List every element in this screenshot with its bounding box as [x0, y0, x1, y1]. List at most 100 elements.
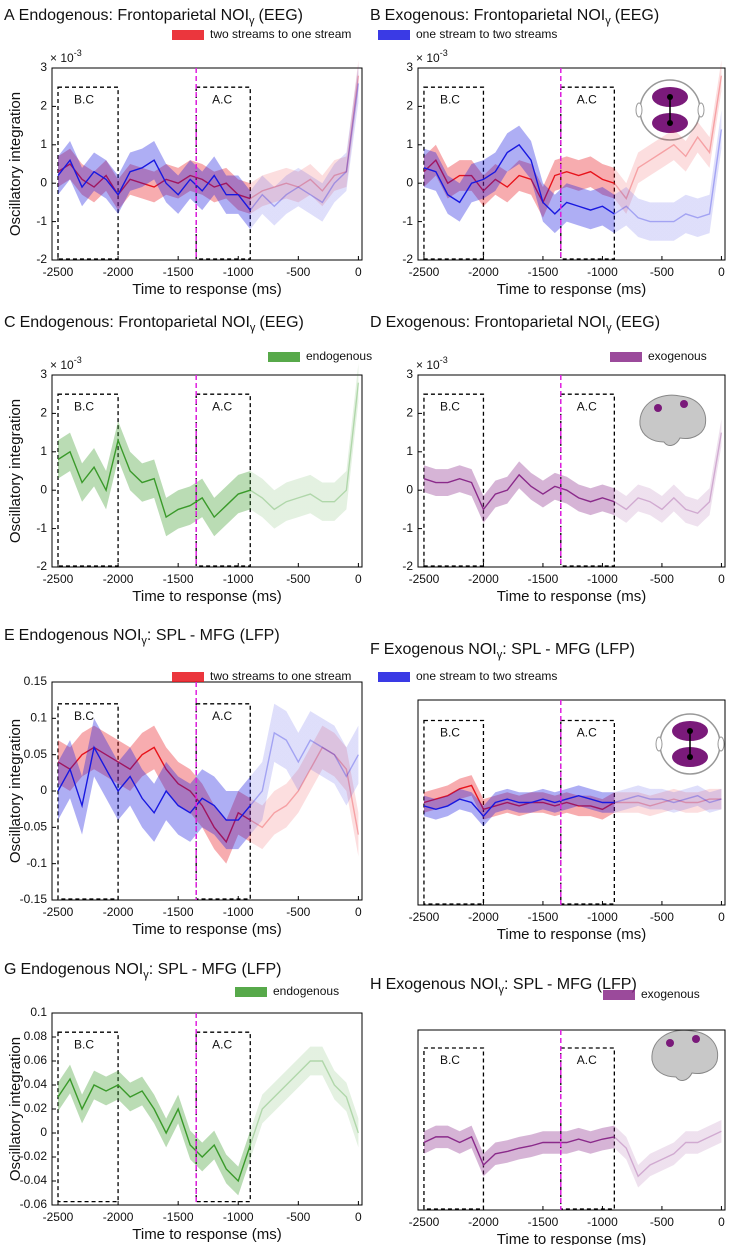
x-tick-label: -500	[650, 265, 674, 279]
y-axis-label: Oscillatory integration	[7, 399, 24, 543]
x-tick-label: -2500	[43, 905, 74, 919]
x-tick-label: -2000	[103, 572, 134, 586]
y-tick-label: -0.05	[20, 820, 48, 834]
error-band	[423, 110, 722, 241]
panel-title: A Endogenous: Frontoparietal NOIγ (EEG)	[4, 7, 303, 27]
y-tick-label: 2	[40, 99, 47, 113]
x-tick-label: -1500	[528, 910, 559, 924]
x-axis-label: Time to response (ms)	[132, 1226, 281, 1243]
y-scale-exponent: -3	[74, 48, 82, 58]
x-axis-label: Time to response (ms)	[497, 1231, 646, 1245]
x-tick-label: -1500	[528, 572, 559, 586]
title-text: Endogenous NOI	[19, 627, 142, 644]
y-tick-label: 2	[406, 99, 413, 113]
x-tick-label: -2000	[468, 572, 499, 586]
y-scale-base: × 10	[416, 51, 440, 65]
legend-swatch	[235, 987, 267, 997]
title-subscript: γ	[249, 15, 255, 27]
y-tick-label: -0.04	[20, 1173, 48, 1187]
y-tick-label: -2	[402, 252, 413, 266]
y-tick-label: 0.1	[30, 1005, 47, 1019]
y-tick-label: 0.15	[24, 674, 48, 688]
title-suffix: (EEG)	[259, 7, 303, 24]
error-band	[58, 64, 359, 230]
series-line	[57, 83, 360, 212]
y-tick-label: 0.04	[24, 1077, 48, 1091]
x-tick-label: -500	[650, 910, 674, 924]
brain-icon	[651, 1029, 719, 1081]
title-subscript: γ	[497, 649, 503, 661]
y-tick-label: 0.1	[30, 711, 47, 725]
legend-label: endogenous	[273, 984, 339, 998]
series-line	[57, 382, 360, 519]
title-text: Exogenous: Frontoparietal NOI	[386, 314, 607, 331]
x-tick-label: -2500	[43, 265, 74, 279]
y-tick-label: 0	[406, 175, 413, 189]
title-suffix: : SPL - MFG (LFP)	[504, 976, 637, 993]
y-tick-label: 0.08	[24, 1029, 48, 1043]
x-tick-label: -1500	[163, 905, 194, 919]
legend-swatch	[603, 990, 635, 1000]
y-tick-label: -0.15	[20, 892, 48, 906]
legend-label: exogenous	[641, 987, 700, 1001]
x-tick-label: -2500	[409, 910, 440, 924]
title-suffix: (EEG)	[259, 314, 303, 331]
plot-frame	[417, 699, 726, 906]
y-tick-label: -0.06	[20, 1197, 48, 1211]
window-box	[423, 86, 485, 260]
x-tick-label: -1000	[587, 1215, 618, 1229]
title-suffix: : SPL - MFG (LFP)	[147, 627, 280, 644]
y-scale-exponent: -3	[74, 355, 82, 365]
y-tick-label: 1	[40, 137, 47, 151]
error-band	[58, 703, 359, 850]
y-tick-label: 3	[406, 367, 413, 381]
y-tick-label: -1	[402, 214, 413, 228]
plot-frame	[51, 67, 363, 261]
x-tick-label: -2500	[409, 1215, 440, 1229]
x-tick-label: 0	[718, 265, 725, 279]
window-label: B.C	[74, 92, 94, 106]
panel-letter: C	[4, 314, 16, 331]
x-tick-label: -2000	[468, 910, 499, 924]
y-tick-label: 0.06	[24, 1053, 48, 1067]
window-box	[57, 393, 119, 567]
y-tick-label: 0	[40, 1125, 47, 1139]
y-tick-label: 1	[40, 444, 47, 458]
plot-frame	[51, 1012, 363, 1206]
window-label: A.C	[212, 1037, 232, 1051]
window-label: A.C	[577, 399, 597, 413]
window-label: B.C	[74, 1037, 94, 1051]
x-tick-label: -1500	[163, 265, 194, 279]
panel-title: C Endogenous: Frontoparietal NOIγ (EEG)	[4, 314, 304, 334]
x-tick-label: 0	[355, 572, 362, 586]
panel-title: G Endogenous NOIγ: SPL - MFG (LFP)	[4, 961, 281, 981]
x-tick-label: -1000	[587, 265, 618, 279]
panel-title: D Exogenous: Frontoparietal NOIγ (EEG)	[370, 314, 660, 334]
x-tick-label: -500	[650, 1215, 674, 1229]
y-tick-label: -1	[36, 521, 47, 535]
window-label: A.C	[577, 92, 597, 106]
y-scale-base: × 10	[50, 51, 74, 65]
y-scale-label: × 10-3	[50, 355, 82, 372]
y-tick-label: -0.02	[20, 1149, 48, 1163]
legend-swatch	[610, 352, 642, 362]
panel-title: B Exogenous: Frontoparietal NOIγ (EEG)	[370, 7, 659, 27]
window-label: A.C	[577, 726, 597, 740]
legend-label: two streams to one stream	[210, 27, 351, 41]
window-box	[423, 393, 485, 567]
x-tick-label: -2000	[103, 905, 134, 919]
title-subscript: γ	[250, 322, 256, 334]
legend-swatch	[378, 672, 410, 682]
x-tick-label: -1000	[587, 910, 618, 924]
y-tick-label: 1	[406, 444, 413, 458]
y-scale-base: × 10	[416, 358, 440, 372]
x-tick-label: -1000	[223, 265, 254, 279]
error-band	[423, 785, 722, 827]
x-tick-label: -1500	[163, 1210, 194, 1224]
panel-letter: E	[4, 627, 15, 644]
x-tick-label: -2000	[103, 1210, 134, 1224]
title-text: Endogenous: Frontoparietal NOI	[19, 7, 249, 24]
panel-letter: B	[370, 7, 381, 24]
plot-frame	[417, 67, 726, 261]
